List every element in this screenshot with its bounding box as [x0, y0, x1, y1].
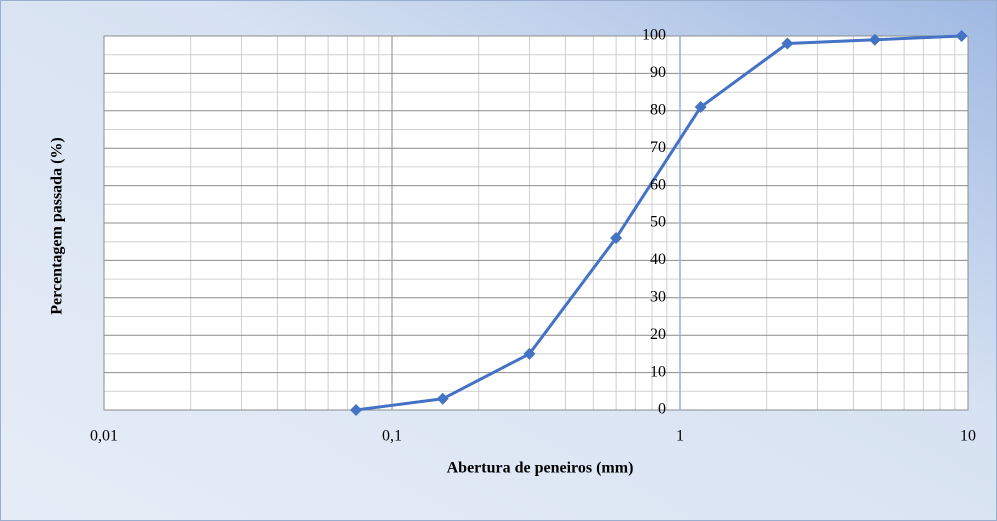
y-tick-label: 40: [650, 251, 666, 268]
y-tick-label: 50: [650, 214, 666, 231]
y-tick-label: 90: [650, 64, 666, 81]
x-tick-label: 0,1: [382, 428, 402, 445]
data-point: [436, 392, 449, 405]
y-tick-label: 20: [650, 326, 666, 343]
x-tick-label: 1: [676, 428, 684, 445]
x-axis-label: Abertura de peneiros (mm): [447, 460, 634, 477]
x-tick-label: 0,01: [90, 428, 118, 445]
y-tick-label: 80: [650, 101, 666, 118]
data-point: [868, 33, 881, 46]
data-point: [955, 30, 968, 42]
marks: [350, 30, 968, 416]
x-tick-label: 10: [960, 428, 976, 445]
data-point: [694, 101, 707, 114]
data-point: [610, 231, 623, 244]
data-point: [523, 347, 536, 360]
y-tick-label: 70: [650, 139, 666, 156]
data-point: [350, 404, 363, 416]
y-tick-label: 60: [650, 176, 666, 193]
y-axis-label: Percentagem passada (%): [49, 137, 66, 314]
grid: [103, 35, 969, 411]
y-tick-label: 10: [650, 363, 666, 380]
data-point: [781, 37, 794, 50]
y-tick-label: 100: [642, 27, 666, 44]
y-tick-label: 30: [650, 288, 666, 305]
series-line: [355, 34, 962, 412]
y-tick-label: 0: [658, 401, 666, 418]
